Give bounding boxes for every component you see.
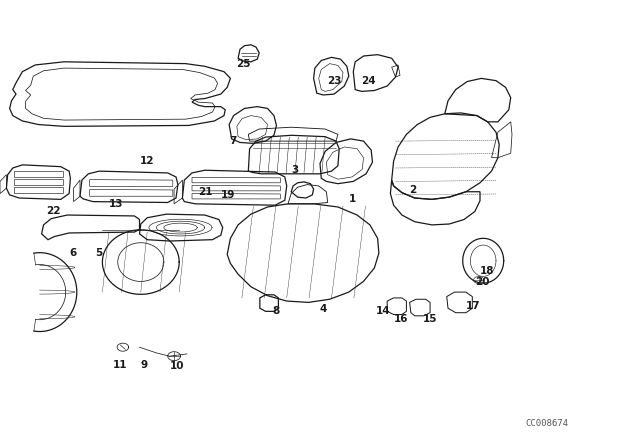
Text: 13: 13 xyxy=(108,199,123,209)
Text: 1: 1 xyxy=(349,194,356,204)
Text: 16: 16 xyxy=(394,314,408,324)
Text: 3: 3 xyxy=(291,165,298,175)
Text: 8: 8 xyxy=(272,306,279,316)
Text: 15: 15 xyxy=(422,314,437,324)
Text: 19: 19 xyxy=(221,190,236,200)
Text: 2: 2 xyxy=(410,185,417,195)
Text: 9: 9 xyxy=(140,360,148,370)
Text: 22: 22 xyxy=(46,207,61,216)
Text: 7: 7 xyxy=(229,136,237,146)
Text: 24: 24 xyxy=(361,76,375,86)
Text: 10: 10 xyxy=(170,362,184,371)
Text: 17: 17 xyxy=(466,301,481,310)
Text: CC008674: CC008674 xyxy=(525,419,569,428)
Text: 11: 11 xyxy=(113,360,127,370)
Text: 20: 20 xyxy=(475,277,490,287)
Text: 6: 6 xyxy=(70,248,77,258)
Text: 23: 23 xyxy=(327,76,341,86)
Text: 14: 14 xyxy=(376,306,390,316)
Text: 5: 5 xyxy=(95,248,102,258)
Text: 4: 4 xyxy=(320,304,328,314)
Text: 25: 25 xyxy=(236,59,250,69)
Text: 21: 21 xyxy=(198,187,213,197)
Text: 12: 12 xyxy=(140,156,154,166)
Text: 18: 18 xyxy=(480,266,495,276)
